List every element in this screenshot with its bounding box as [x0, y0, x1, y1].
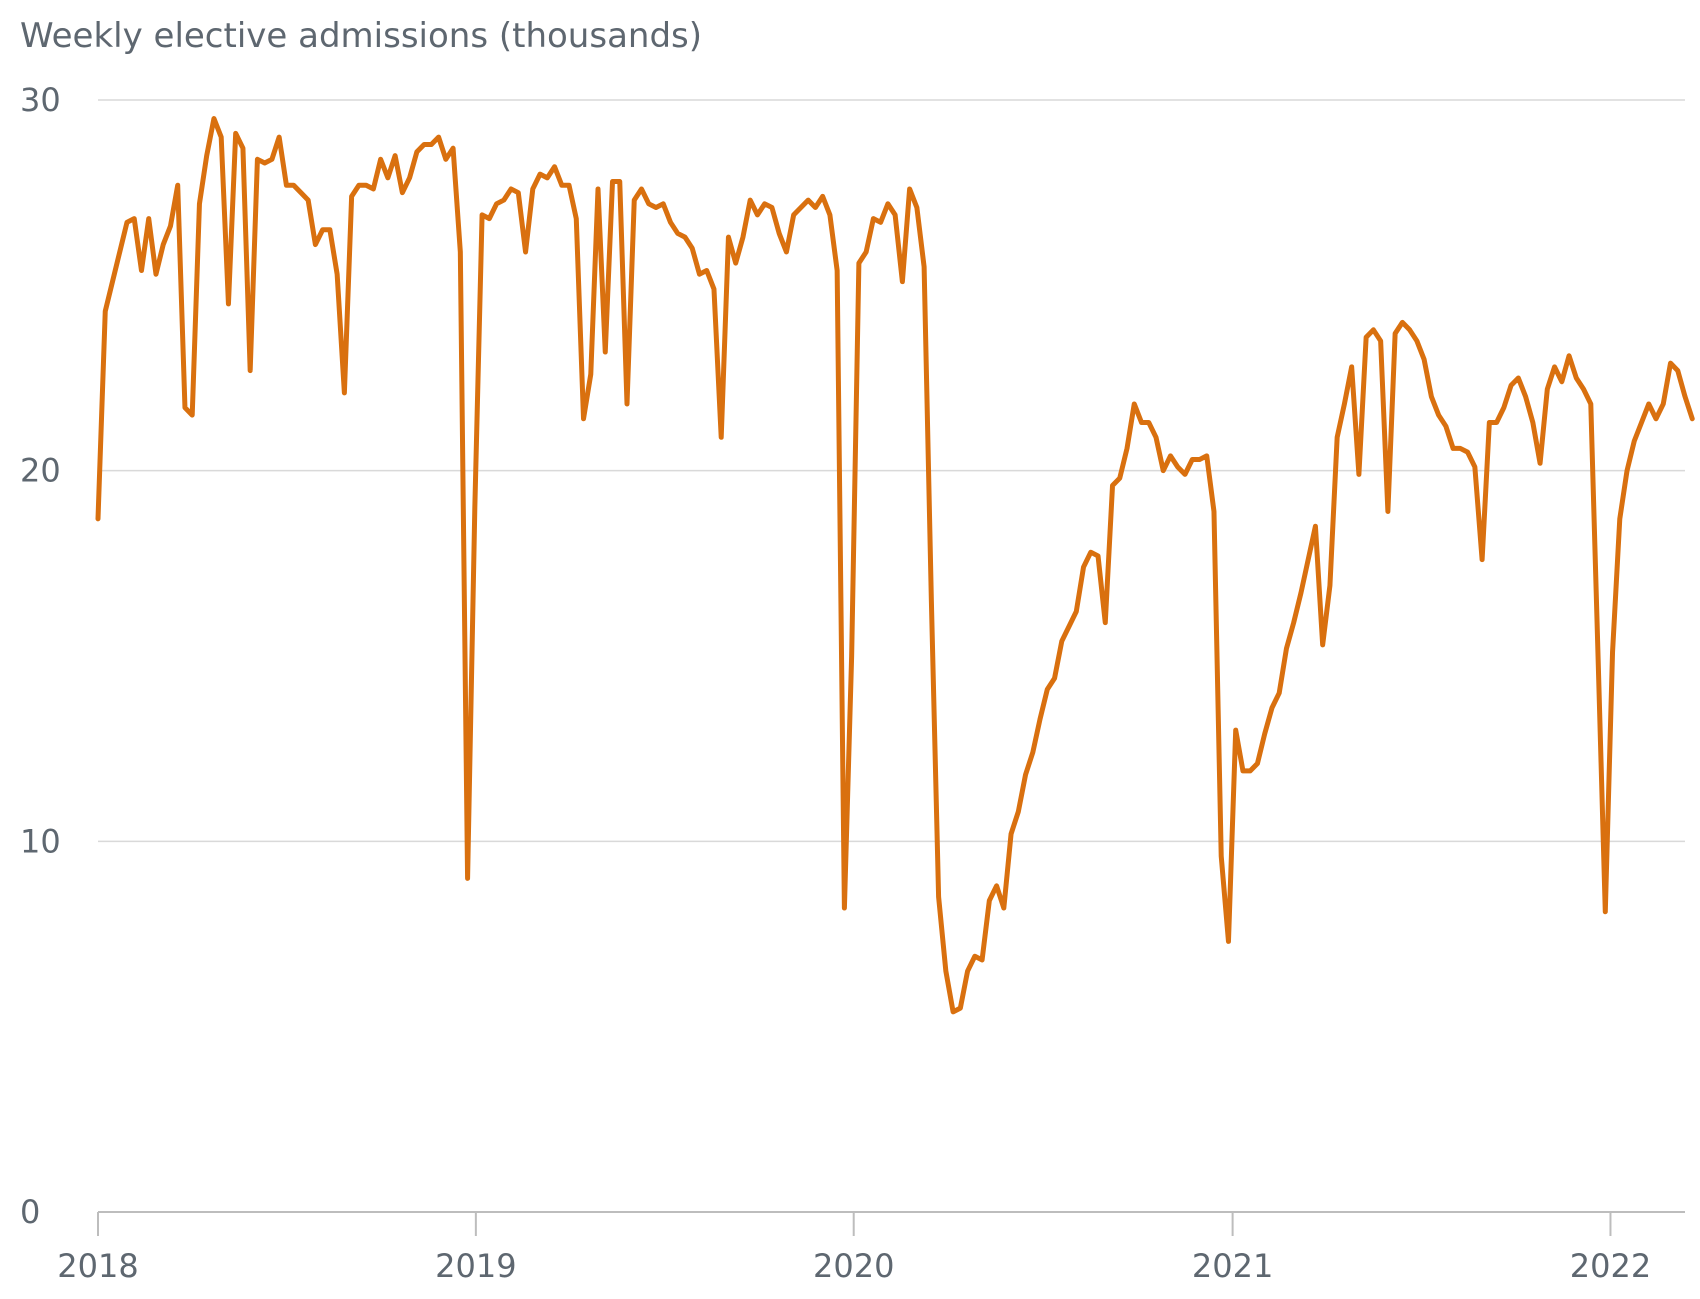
- x-axis: 2018 2019 2020 2021 2022: [57, 1211, 1685, 1285]
- x-tick-label-2019: 2019: [435, 1247, 516, 1285]
- x-tick-label-2022: 2022: [1570, 1247, 1651, 1285]
- x-tick-label-2020: 2020: [813, 1247, 894, 1285]
- x-tick-label-2018: 2018: [57, 1247, 138, 1285]
- y-tick-label-30: 30: [20, 81, 61, 119]
- series-line-0: [95, 116, 1695, 1015]
- y-axis-ticks: 0 10 20 30: [20, 81, 61, 1231]
- y-axis-label: Weekly elective admissions (thousands): [20, 16, 702, 56]
- y-tick-label-20: 20: [20, 452, 61, 490]
- y-tick-label-10: 10: [20, 822, 61, 860]
- gridlines: [98, 99, 1685, 843]
- x-tick-label-2021: 2021: [1192, 1247, 1273, 1285]
- y-tick-label-0: 0: [20, 1193, 40, 1231]
- series-layer: [95, 116, 1695, 1015]
